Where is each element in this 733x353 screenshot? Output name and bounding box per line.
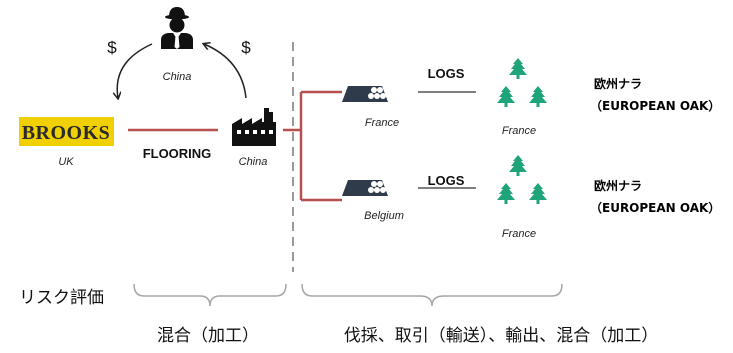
risk-segment-right: 伐採、取引（輸送）、輸出、混合（加工） [344, 326, 659, 346]
forest-country-2: France [502, 228, 536, 240]
log-source-country-2: Belgium [364, 210, 404, 222]
forest-country-1: France [502, 125, 536, 137]
log-pile-icon [342, 180, 388, 196]
risk-segment-left: 混合（加工） [157, 326, 259, 346]
factory-country-label: China [239, 156, 268, 168]
logs-label-1: LOGS [428, 66, 465, 81]
payment-arrow-left [117, 43, 153, 98]
factory-icon [232, 108, 276, 146]
payment-symbol-right: $ [241, 38, 251, 57]
businessman-icon [161, 7, 193, 49]
log-pile-icon [342, 86, 388, 102]
payment-symbol-left: $ [107, 38, 117, 57]
species-name-1: 欧州ナラ [594, 76, 642, 91]
risk-brace-left [133, 283, 287, 307]
species-latin-2: （EUROPEAN OAK） [590, 200, 720, 215]
flooring-label: FLOORING [143, 146, 212, 161]
branch-connector [283, 90, 342, 202]
importer-country-label: China [163, 71, 192, 83]
forest-icon [497, 58, 547, 107]
risk-brace-right [301, 283, 563, 307]
risk-assessment-label: リスク評価 [19, 288, 104, 308]
payment-arrow-right [204, 44, 247, 99]
logs-label-2: LOGS [428, 173, 465, 188]
log-source-country-1: France [365, 117, 399, 129]
brooks-logo: BROOKS [19, 117, 114, 146]
species-latin-1: （EUROPEAN OAK） [590, 98, 720, 113]
svg-text:BROOKS: BROOKS [22, 122, 111, 144]
buyer-country-label: UK [58, 156, 74, 168]
species-name-2: 欧州ナラ [594, 178, 642, 193]
forest-icon [497, 155, 547, 204]
